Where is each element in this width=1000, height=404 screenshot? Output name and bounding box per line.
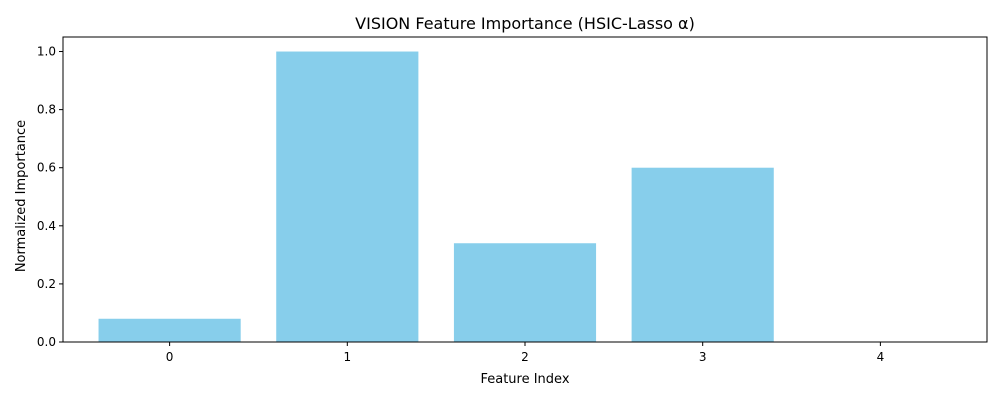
x-tick-label: 3 xyxy=(699,350,707,364)
y-tick-label: 0.4 xyxy=(37,219,56,233)
x-tick-label: 2 xyxy=(521,350,529,364)
bar-feature-3 xyxy=(631,167,774,342)
bar-feature-2 xyxy=(453,243,597,342)
y-axis-label: Normalized Importance xyxy=(14,120,29,272)
x-tick-label: 0 xyxy=(166,350,174,364)
x-tick-label: 1 xyxy=(343,350,351,364)
chart-title: VISION Feature Importance (HSIC-Lasso α) xyxy=(355,14,695,33)
y-tick-label: 0.6 xyxy=(37,161,56,175)
y-tick-label: 0.2 xyxy=(37,277,56,291)
bar-feature-0 xyxy=(98,318,241,342)
bar-feature-1 xyxy=(276,51,419,343)
x-tick-label: 4 xyxy=(877,350,885,364)
x-axis-label: Feature Index xyxy=(480,372,569,387)
axes-layer: 0.0 0.2 0.4 0.6 0.8 1.0 0 1 2 3 4 xyxy=(37,36,988,364)
y-tick-label: 1.0 xyxy=(37,45,56,59)
y-tick-label: 0.0 xyxy=(37,335,56,349)
bars-layer xyxy=(98,51,774,343)
y-tick-label: 0.8 xyxy=(37,103,56,117)
